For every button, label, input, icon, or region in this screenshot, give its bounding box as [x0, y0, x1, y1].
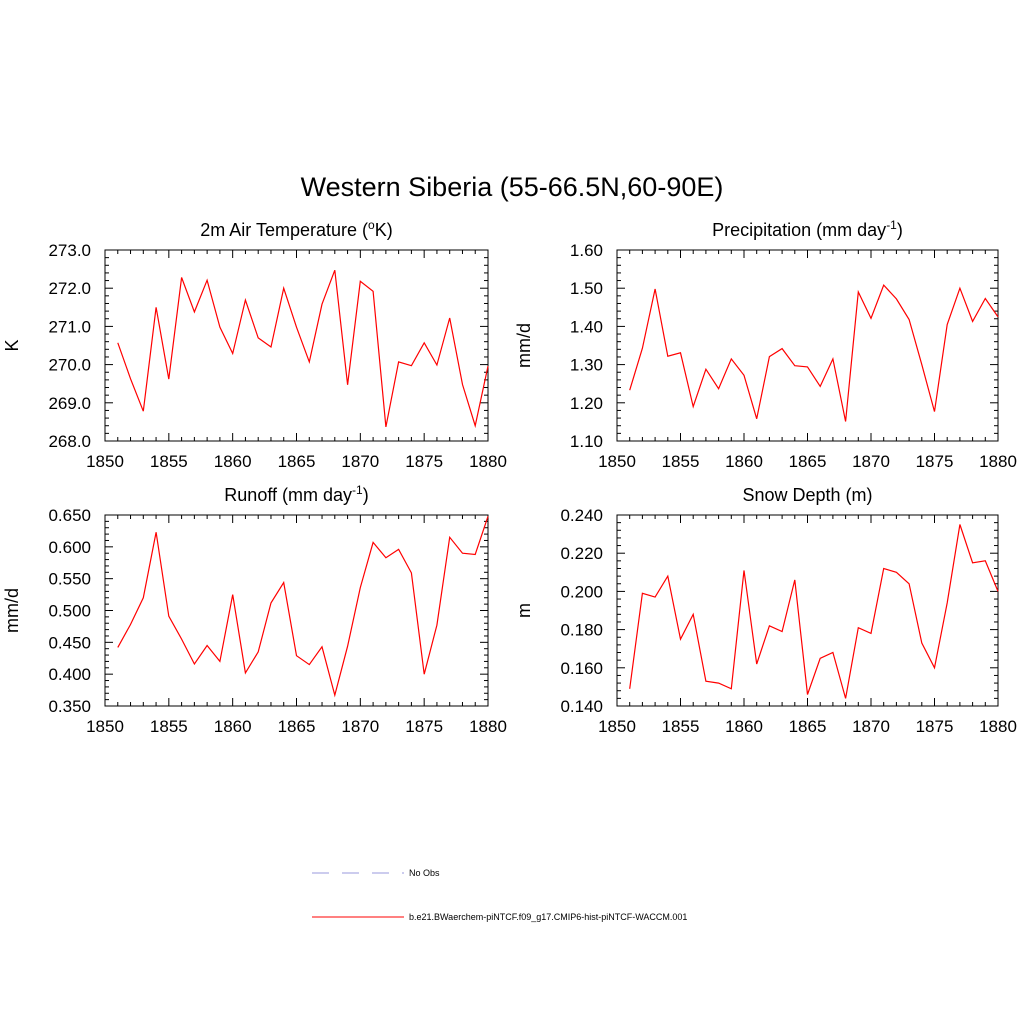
series-line	[629, 283, 999, 422]
x-tick-label: 1855	[150, 717, 188, 736]
y-tick-label: 268.0	[48, 432, 91, 451]
y-tick-label: 0.600	[48, 538, 91, 557]
chart-panel-1: 2m Air Temperature (oK) K 1850 1855 1860 1865…	[2, 218, 507, 471]
y-tick-label: 0.180	[560, 621, 603, 640]
panel-title: Snow Depth (m)	[742, 485, 872, 505]
legend: No Obs b.e21.BWaerchem-piNTCF.f09_g17.CMI…	[312, 868, 687, 922]
y-tick-label: 269.0	[48, 394, 91, 413]
series-line	[117, 516, 489, 698]
x-tick-label: 1870	[852, 717, 890, 736]
panel-title: Precipitation (mm day-1)	[712, 218, 903, 240]
y-tick-label: 0.450	[48, 633, 91, 652]
y-tick-label: 0.400	[48, 665, 91, 684]
x-tick-label: 1850	[86, 452, 124, 471]
x-tick-label: 1855	[150, 452, 188, 471]
y-tick-label: 0.350	[48, 697, 91, 716]
x-tick-label: 1855	[662, 452, 700, 471]
y-tick-label: 270.0	[48, 356, 91, 375]
chart-panels: 2m Air Temperature (oK) K 1850 1855 1860 1865…	[2, 218, 1017, 736]
x-tick-label: 1850	[598, 717, 636, 736]
chart-panel-3: Runoff (mm day-1) mm/d 1850 1855 1860 1865 187…	[2, 483, 507, 736]
y-tick-label: 0.500	[48, 602, 91, 621]
x-tick-label: 1865	[789, 452, 827, 471]
x-tick-label: 1870	[341, 452, 379, 471]
y-axis-label: mm/d	[2, 588, 22, 633]
x-tick-label: 1880	[979, 452, 1017, 471]
series-line	[629, 524, 999, 699]
x-tick-label: 1880	[979, 717, 1017, 736]
y-tick-label: 1.20	[570, 394, 603, 413]
panel-title-part: K)	[375, 220, 393, 240]
panel-title-part: 2m Air Temperature (	[200, 220, 368, 240]
y-tick-label: 0.240	[560, 506, 603, 525]
y-axis-label: K	[2, 339, 22, 351]
y-tick-label: 1.40	[570, 317, 603, 336]
panel-title-part: )	[363, 485, 369, 505]
panel-title-part: Runoff (mm day	[224, 485, 352, 505]
x-tick-label: 1850	[598, 452, 636, 471]
y-tick-label: 272.0	[48, 279, 91, 298]
x-tick-label: 1865	[278, 452, 316, 471]
x-tick-label: 1855	[662, 717, 700, 736]
y-tick-label: 1.50	[570, 279, 603, 298]
y-tick-label: 1.10	[570, 432, 603, 451]
x-tick-label: 1860	[214, 717, 252, 736]
y-tick-label: 0.200	[560, 582, 603, 601]
y-axis-label: mm/d	[514, 323, 534, 368]
legend-label: No Obs	[409, 868, 440, 878]
plot-frame	[104, 514, 489, 707]
panel-title-part: o	[368, 218, 375, 232]
x-tick-label: 1860	[214, 452, 252, 471]
chart-panel-4: Snow Depth (m) m 1850 1855 1860 1865 1870 1875 1…	[514, 485, 1017, 736]
legend-label: b.e21.BWaerchem-piNTCF.f09_g17.CMIP6-his…	[409, 912, 687, 922]
y-tick-label: 0.140	[560, 697, 603, 716]
x-tick-label: 1870	[341, 717, 379, 736]
x-tick-label: 1865	[278, 717, 316, 736]
x-tick-label: 1860	[725, 452, 763, 471]
panel-title-part: -1	[886, 218, 897, 232]
chart-panel-2: Precipitation (mm day-1) mm/d 1850 1855 1860…	[514, 218, 1017, 471]
x-tick-label: 1875	[916, 717, 954, 736]
y-tick-label: 271.0	[48, 317, 91, 336]
series-line	[117, 269, 489, 429]
x-tick-label: 1875	[405, 452, 443, 471]
y-tick-label: 0.550	[48, 570, 91, 589]
y-tick-label: 0.650	[48, 506, 91, 525]
y-axis-label: m	[514, 603, 534, 618]
panel-title-part: -1	[352, 483, 363, 497]
panel-title: 2m Air Temperature (oK)	[200, 218, 392, 240]
y-tick-label: 1.60	[570, 241, 603, 260]
y-tick-label: 0.160	[560, 659, 603, 678]
x-tick-label: 1875	[916, 452, 954, 471]
panel-title-part: Snow Depth (m)	[742, 485, 872, 505]
x-tick-label: 1850	[86, 717, 124, 736]
panel-title-part: )	[897, 220, 903, 240]
figure-title: Western Siberia (55-66.5N,60-90E)	[301, 172, 724, 202]
x-tick-label: 1860	[725, 717, 763, 736]
x-tick-label: 1865	[789, 717, 827, 736]
x-tick-label: 1875	[405, 717, 443, 736]
plot-frame	[616, 249, 999, 442]
y-tick-label: 1.30	[570, 356, 603, 375]
panel-title-part: Precipitation (mm day	[712, 220, 886, 240]
x-tick-label: 1880	[469, 717, 507, 736]
x-tick-label: 1880	[469, 452, 507, 471]
y-tick-label: 0.220	[560, 544, 603, 563]
y-tick-label: 273.0	[48, 241, 91, 260]
panel-title: Runoff (mm day-1)	[224, 483, 368, 505]
x-tick-label: 1870	[852, 452, 890, 471]
